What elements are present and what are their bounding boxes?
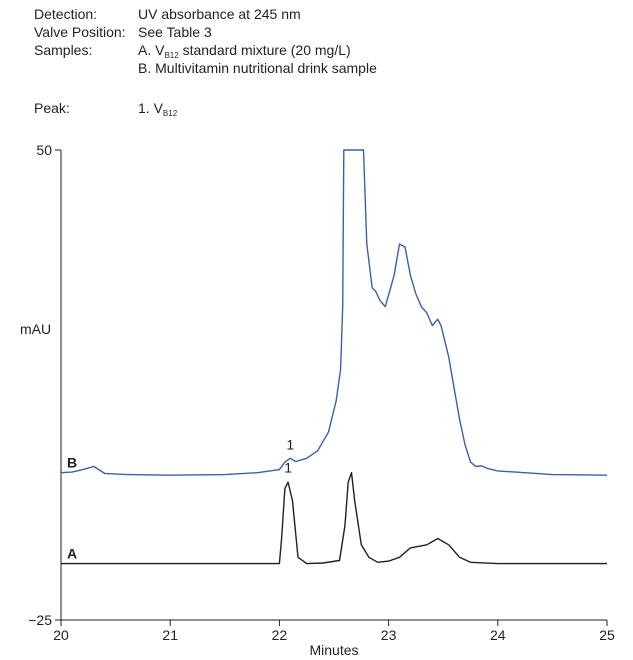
series-line-a <box>61 472 607 565</box>
detection-label: Detection: <box>34 6 98 22</box>
series-group: BA <box>60 149 608 565</box>
detection-value: UV absorbance at 245 nm <box>138 6 301 22</box>
x-tick-label: 20 <box>53 627 69 643</box>
x-tick-label: 24 <box>490 627 506 643</box>
sample-a-prefix: A. V <box>138 42 165 58</box>
y-ticks: 50 −25 <box>28 142 61 628</box>
peak-prefix: 1. V <box>138 100 163 116</box>
peak-value: 1. VB12 <box>138 100 178 118</box>
peak-label: Peak: <box>34 100 70 116</box>
y-tick-label: 50 <box>36 142 52 158</box>
x-axis-title: Minutes <box>309 642 358 658</box>
series-line-b <box>60 149 608 476</box>
y-tick-label: −25 <box>28 612 52 628</box>
x-tick-label: 21 <box>162 627 178 643</box>
peak-number-label: 1 <box>286 437 294 453</box>
sample-a-value: A. VB12 standard mixture (20 mg/L) <box>138 42 351 60</box>
axes <box>60 150 607 621</box>
x-tick-label: 25 <box>599 627 615 643</box>
x-ticks: 20 21 22 23 24 25 <box>53 620 615 643</box>
trace-label-a: A <box>67 546 77 562</box>
x-tick-label: 23 <box>381 627 397 643</box>
sample-a-subscript: B12 <box>164 51 179 60</box>
trace-label-b: B <box>67 455 77 471</box>
sample-a-suffix: standard mixture (20 mg/L) <box>178 42 351 58</box>
peak-labels: 11 <box>284 437 294 476</box>
samples-label: Samples: <box>34 42 93 58</box>
x-tick-label: 22 <box>272 627 288 643</box>
valve-position-label: Valve Position: <box>34 24 126 40</box>
valve-position-value: See Table 3 <box>138 24 212 40</box>
y-axis-title: mAU <box>20 321 51 337</box>
peak-subscript: B12 <box>162 109 178 118</box>
sample-b-value: B. Multivitamin nutritional drink sample <box>138 60 377 76</box>
peak-number-label: 1 <box>284 460 292 476</box>
